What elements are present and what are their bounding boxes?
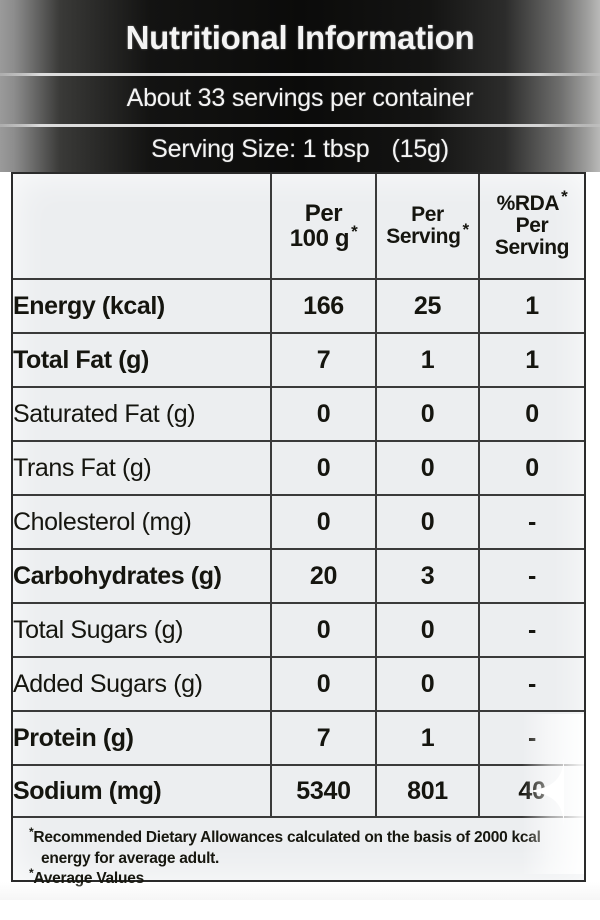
value-per-serving: 0 xyxy=(376,657,480,712)
header-divider-2 xyxy=(0,124,600,127)
column-header-rda-per-serving: %RDA * Per Serving xyxy=(479,174,584,280)
nutrient-name: Trans Fat (g) xyxy=(13,441,272,496)
footnote-line-2: energy for average adult. xyxy=(41,849,220,867)
value-per-100g: 20 xyxy=(271,549,377,604)
nutrient-name: Added Sugars (g) xyxy=(13,657,272,712)
value-rda: - xyxy=(479,549,584,604)
nutrient-name: Carbohydrates (g) xyxy=(13,549,272,604)
value-per-serving: 0 xyxy=(376,495,480,550)
footnote-asterisk-1: * xyxy=(29,824,34,839)
serving-size-weight: (15g) xyxy=(391,135,449,163)
nutrient-name: Sodium (mg) xyxy=(13,765,272,818)
table-row: Total Fat (g) 7 1 1 xyxy=(13,333,584,388)
per-100g-line2: 100 g xyxy=(289,225,350,252)
table-row: Trans Fat (g) 0 0 0 xyxy=(13,441,584,496)
value-rda: - xyxy=(479,603,584,658)
value-rda: 0 xyxy=(479,387,584,442)
table-row: Cholesterol (mg) 0 0 - xyxy=(13,495,584,550)
rda-asterisk: * xyxy=(561,186,568,206)
nutrition-label: Nutritional Information About 33 serving… xyxy=(0,0,600,900)
nutrient-name: Saturated Fat (g) xyxy=(13,387,272,442)
rda-line3: Serving xyxy=(494,236,570,260)
footnote-cell: *Recommended Dietary Allowances calculat… xyxy=(13,817,584,920)
nutrient-name: Cholesterol (mg) xyxy=(13,495,272,550)
value-rda: 0 xyxy=(479,441,584,496)
value-per-100g: 0 xyxy=(271,657,377,712)
table-row: Protein (g) 7 1 - xyxy=(13,711,584,766)
column-header-nutrient xyxy=(13,174,272,280)
per-100g-line1: Per xyxy=(304,199,343,227)
serving-size-label: Serving Size: 1 tbsp xyxy=(151,135,370,163)
serving-size-row: Serving Size: 1 tbsp (15g) xyxy=(0,135,600,164)
footnote-row: *Recommended Dietary Allowances calculat… xyxy=(13,817,584,920)
value-per-serving: 1 xyxy=(376,333,480,388)
page-title: Nutritional Information xyxy=(125,19,475,56)
value-per-100g: 0 xyxy=(271,603,377,658)
per-serving-asterisk: * xyxy=(462,220,470,239)
nutrient-name: Energy (kcal) xyxy=(13,279,272,334)
nutrition-table: Per 100 g * Per Serving * %RDA * Pe xyxy=(13,174,584,920)
value-rda: - xyxy=(479,495,584,550)
servings-per-container: About 33 servings per container xyxy=(126,84,474,112)
value-rda: 1 xyxy=(479,333,584,388)
value-rda: 40 xyxy=(479,765,584,818)
value-per-100g: 166 xyxy=(271,279,377,334)
per-serving-line2: Serving xyxy=(386,225,461,248)
value-per-100g: 7 xyxy=(271,711,377,766)
table-header-row: Per 100 g * Per Serving * %RDA * Pe xyxy=(13,174,584,280)
rda-line2: Per xyxy=(515,213,549,237)
value-rda: - xyxy=(479,711,584,766)
value-per-serving: 25 xyxy=(376,279,480,334)
column-header-per-serving: Per Serving * xyxy=(376,174,480,280)
nutrition-table-container: Per 100 g * Per Serving * %RDA * Pe xyxy=(11,172,586,887)
nutrient-name: Total Sugars (g) xyxy=(13,603,272,658)
bottom-fade xyxy=(0,882,600,900)
table-row: Total Sugars (g) 0 0 - xyxy=(13,603,584,658)
value-per-serving: 1 xyxy=(376,711,480,766)
footnotes: *Recommended Dietary Allowances calculat… xyxy=(29,824,564,890)
header-divider-1 xyxy=(0,73,600,76)
label-header-block: Nutritional Information About 33 serving… xyxy=(0,0,600,172)
value-per-serving: 0 xyxy=(376,441,480,496)
nutrient-name: Protein (g) xyxy=(13,711,272,766)
footnote-asterisk-2: * xyxy=(29,866,34,881)
table-row: Carbohydrates (g) 20 3 - xyxy=(13,549,584,604)
value-per-100g: 0 xyxy=(271,495,377,550)
table-row: Saturated Fat (g) 0 0 0 xyxy=(13,387,584,442)
value-per-serving: 0 xyxy=(376,603,480,658)
footnote-line-1: Recommended Dietary Allowances calculate… xyxy=(33,829,541,846)
per-serving-line1: Per xyxy=(411,202,444,226)
value-per-100g: 5340 xyxy=(271,765,377,818)
value-per-serving: 801 xyxy=(376,765,480,818)
rda-line1: %RDA xyxy=(496,191,560,215)
per-100g-asterisk: * xyxy=(351,222,358,241)
value-rda: - xyxy=(479,657,584,712)
value-per-serving: 3 xyxy=(376,549,480,604)
column-header-per-100g: Per 100 g * xyxy=(271,174,377,280)
value-per-100g: 7 xyxy=(271,333,377,388)
table-row: Sodium (mg) 5340 801 40 xyxy=(13,765,584,818)
value-per-100g: 0 xyxy=(271,441,377,496)
value-per-serving: 0 xyxy=(376,387,480,442)
table-row: Energy (kcal) 166 25 1 xyxy=(13,279,584,334)
value-rda: 1 xyxy=(479,279,584,334)
table-row: Added Sugars (g) 0 0 - xyxy=(13,657,584,712)
nutrient-name: Total Fat (g) xyxy=(13,333,272,388)
value-per-100g: 0 xyxy=(271,387,377,442)
